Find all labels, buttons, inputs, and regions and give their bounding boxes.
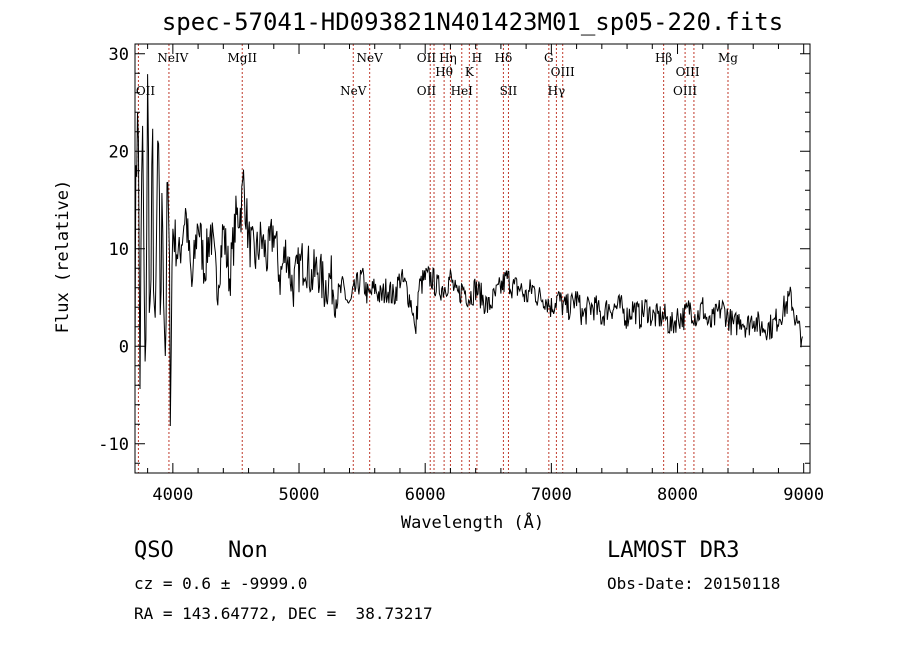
line-label-13: Mg (718, 51, 738, 65)
ra-dec-coordinates: RA = 143.64772, DEC = 38.73217 (134, 604, 433, 623)
x-axis-ticks: 4000 5000 6000 7000 8000 9000 (147, 44, 824, 505)
line-label-low-2: OII (417, 84, 437, 98)
line-label-3: OII (417, 51, 437, 65)
line-label-6: H (472, 51, 482, 65)
redshift-readout: cz = 0.6 ± -9999.0 (134, 574, 308, 593)
x-tick-label: 7000 (531, 485, 572, 505)
survey-name: LAMOST DR3 (607, 538, 740, 563)
x-tick-label: 6000 (405, 485, 446, 505)
line-label-11: Hβ (655, 51, 672, 65)
y-tick-label: -10 (98, 435, 129, 455)
x-tick-label: 5000 (279, 485, 320, 505)
line-label-low-0: OII (136, 84, 156, 98)
line-label-9: G (544, 51, 554, 65)
y-tick-label: 30 (109, 45, 129, 65)
line-label-10: OIII (551, 65, 575, 79)
object-subclass: Non (228, 538, 268, 563)
line-label-5: Hθ (435, 65, 453, 79)
y-axis-ticks: -10 0 10 20 30 (98, 45, 810, 464)
x-tick-label: 9000 (783, 485, 824, 505)
x-tick-label: 8000 (657, 485, 698, 505)
x-axis-label: Wavelength (Å) (401, 511, 544, 533)
line-label-7: K (465, 65, 475, 79)
emission-line-markers (137, 44, 729, 473)
y-tick-label: 0 (119, 337, 129, 357)
line-label-low-3: HeI (451, 84, 474, 98)
object-class: QSO (134, 538, 174, 563)
line-label-low-5: Hγ (548, 84, 566, 98)
chart-title: spec-57041-HD093821N401423M01_sp05-220.f… (161, 8, 784, 36)
line-label-8: Hδ (495, 51, 513, 65)
observation-date: Obs-Date: 20150118 (607, 574, 781, 593)
y-tick-label: 10 (109, 240, 129, 260)
line-label-0: NeIV (157, 51, 188, 65)
line-label-4: Hη (439, 51, 457, 65)
spectrum-series (134, 74, 803, 427)
plot-frame (134, 43, 811, 474)
line-label-1: MgII (228, 51, 258, 65)
line-label-2: NeV (357, 51, 384, 65)
line-label-low-6: OIII (673, 84, 697, 98)
line-label-low-4: SII (500, 84, 518, 98)
y-tick-label: 20 (109, 142, 129, 162)
y-axis-label: Flux (relative) (53, 180, 73, 334)
line-label-low-1: NeV (340, 84, 367, 98)
line-label-12: OIII (676, 65, 700, 79)
x-tick-label: 4000 (152, 485, 193, 505)
